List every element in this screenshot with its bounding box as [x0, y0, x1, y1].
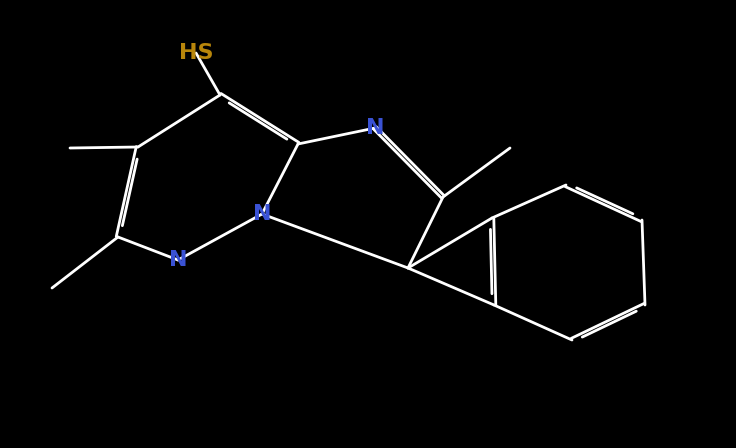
Text: HS: HS: [179, 43, 213, 63]
Text: N: N: [169, 250, 187, 270]
Text: N: N: [252, 204, 272, 224]
Text: N: N: [366, 118, 384, 138]
